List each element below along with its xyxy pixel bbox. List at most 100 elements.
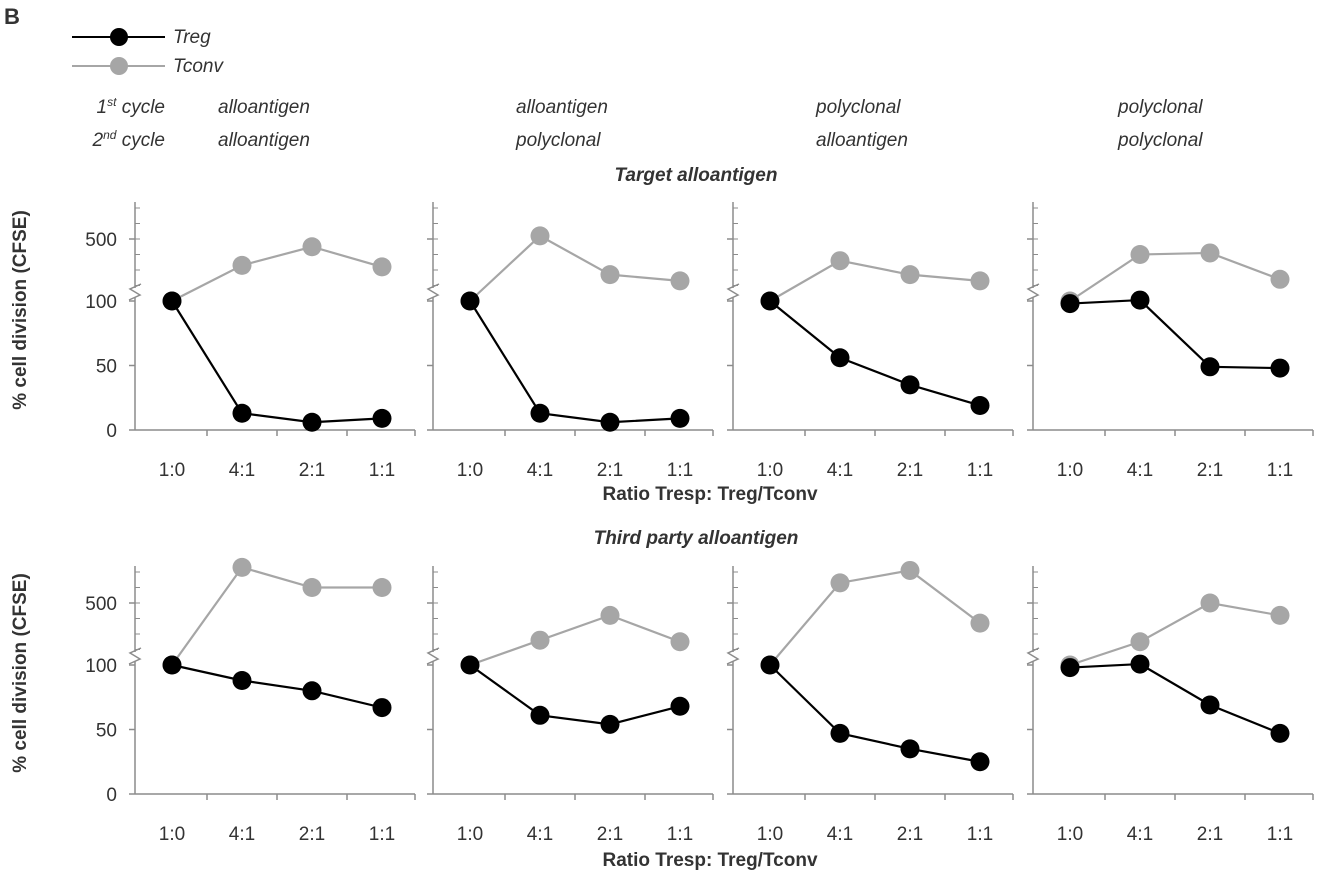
treg-data-point	[830, 723, 850, 743]
treg-data-point	[530, 403, 550, 423]
tconv-data-point	[232, 557, 252, 577]
treg-data-point	[760, 655, 780, 675]
row-title-third-party: Third party alloantigen	[594, 528, 799, 549]
treg-data-point	[162, 655, 182, 675]
x-tick-label: 1:1	[1267, 824, 1293, 845]
condition-first-cycle: alloantigen	[516, 97, 608, 118]
tconv-data-point	[1130, 632, 1150, 652]
tconv-series-line	[171, 566, 382, 666]
panel: 1:0 4:1 2:1 1:1	[1026, 202, 1314, 481]
x-tick-label: 1:0	[159, 460, 185, 481]
y-tick-label: 0	[106, 785, 117, 806]
y-tick-label: 0	[106, 421, 117, 442]
axis-break-mark	[426, 647, 440, 665]
axis-break-mark	[128, 283, 142, 301]
treg-data-point	[302, 412, 322, 432]
y-tick-label: 50	[96, 357, 117, 378]
treg-data-point	[372, 698, 392, 718]
x-tick-label: 1:0	[159, 824, 185, 845]
x-tick-label: 1:0	[457, 460, 483, 481]
tconv-data-point	[830, 251, 850, 271]
tconv-data-point	[232, 255, 252, 275]
tconv-data-point	[1200, 593, 1220, 613]
x-tick-label: 2:1	[1197, 824, 1223, 845]
axis-break-mark	[1026, 283, 1040, 301]
legend-tconv-marker	[110, 57, 128, 75]
treg-data-point	[970, 752, 990, 772]
x-tick-label: 2:1	[897, 824, 923, 845]
panel: 0 50 100 500 1:0 4:1 2:1 1:1	[85, 202, 416, 481]
legend: Treg Tconv	[72, 27, 224, 77]
y-tick-label: 500	[85, 230, 117, 251]
treg-data-point	[1060, 294, 1080, 314]
y-tick-label: 100	[85, 292, 117, 313]
treg-data-point	[670, 408, 690, 428]
tconv-data-point	[670, 632, 690, 652]
x-tick-label: 2:1	[897, 460, 923, 481]
treg-data-point	[900, 375, 920, 395]
treg-data-point	[670, 696, 690, 716]
x-tick-label: 2:1	[299, 824, 325, 845]
treg-series-line	[171, 663, 383, 709]
legend-treg-marker	[110, 28, 128, 46]
tconv-series-line	[1069, 601, 1281, 667]
condition-first-cycle: polyclonal	[1117, 97, 1203, 118]
x-tick-label: 1:1	[967, 824, 993, 845]
tconv-data-point	[372, 578, 392, 597]
treg-data-point	[302, 681, 322, 701]
y-tick-label: 50	[96, 721, 117, 742]
tconv-series-line	[769, 259, 981, 302]
tconv-series-line	[469, 614, 681, 667]
panel-letter: B	[4, 4, 20, 29]
x-tick-label: 4:1	[527, 460, 553, 481]
x-tick-label: 1:0	[757, 824, 783, 845]
panel: 1:0 4:1 2:1 1:1	[726, 202, 1014, 481]
tconv-series-line	[469, 234, 681, 302]
condition-first-cycle: polyclonal	[815, 97, 901, 118]
x-tick-label: 4:1	[1127, 824, 1153, 845]
treg-series-line	[1069, 662, 1281, 735]
legend-tconv-label: Tconv	[173, 56, 224, 77]
x-tick-label: 2:1	[1197, 460, 1223, 481]
tconv-data-point	[970, 271, 990, 291]
x-tick-label: 1:0	[757, 460, 783, 481]
treg-data-point	[970, 395, 990, 415]
x-tick-label: 4:1	[229, 824, 255, 845]
panel: 1:0 4:1 2:1 1:1	[426, 202, 714, 481]
tconv-data-point	[900, 265, 920, 285]
x-tick-label: 1:1	[667, 824, 693, 845]
treg-data-point	[232, 403, 252, 423]
tconv-data-point	[830, 573, 850, 593]
tconv-data-point	[600, 605, 620, 625]
axis-break-mark	[128, 647, 142, 665]
x-tick-label: 1:0	[1057, 824, 1083, 845]
tconv-data-point	[970, 613, 990, 633]
treg-data-point	[1130, 654, 1150, 674]
treg-data-point	[372, 408, 392, 428]
y-tick-label: 500	[85, 594, 117, 615]
axis-break-mark	[726, 283, 740, 301]
legend-treg-label: Treg	[173, 27, 211, 48]
panel: 1:0 4:1 2:1 1:1	[726, 560, 1014, 845]
condition-first-cycle: alloantigen	[218, 97, 310, 118]
axis-break-mark	[1026, 647, 1040, 665]
tconv-data-point	[600, 265, 620, 285]
treg-data-point	[1270, 358, 1290, 378]
treg-data-point	[232, 670, 252, 690]
x-tick-label: 4:1	[827, 824, 853, 845]
panel: 1:0 4:1 2:1 1:1	[426, 566, 714, 845]
treg-data-point	[460, 655, 480, 675]
treg-data-point	[460, 291, 480, 311]
x-tick-label: 2:1	[597, 460, 623, 481]
tconv-series-line	[171, 245, 383, 302]
row-title-target: Target alloantigen	[615, 165, 778, 186]
x-tick-label: 1:1	[369, 460, 395, 481]
tconv-data-point	[530, 226, 550, 246]
treg-data-point	[900, 739, 920, 759]
condition-second-cycle: alloantigen	[218, 130, 310, 151]
x-axis-title-top: Ratio Tresp: Treg/Tconv	[602, 484, 817, 505]
treg-data-point	[600, 714, 620, 734]
tconv-data-point	[1200, 243, 1220, 263]
treg-data-point	[830, 348, 850, 368]
